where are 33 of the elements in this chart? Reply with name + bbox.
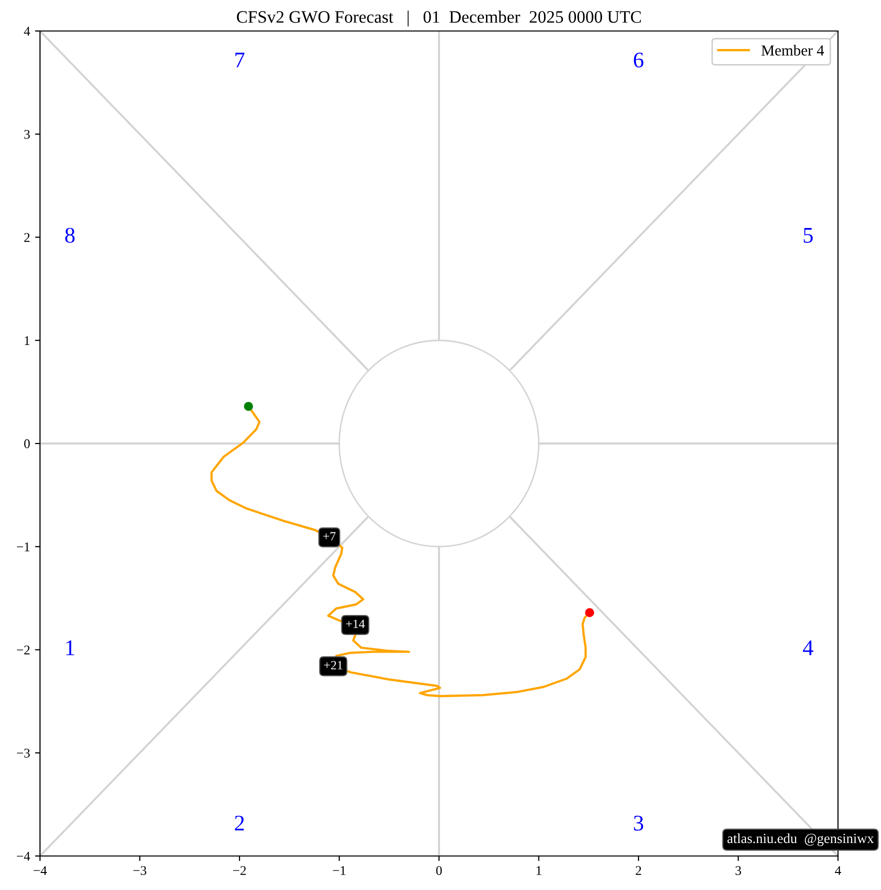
y-tick-label: 1 — [24, 336, 30, 345]
annotation: 4 — [802, 640, 814, 656]
y-tick-label: 3 — [24, 130, 30, 139]
annotation: atlas.niu.edu @gensiniwx — [727, 833, 874, 846]
x-tick-label: 1 — [536, 866, 542, 875]
x-tick-label: −4 — [34, 866, 47, 875]
x-tick-label: −3 — [133, 866, 146, 876]
y-tick-label: 0 — [24, 439, 30, 448]
point — [585, 608, 594, 618]
annotation: 1 — [66, 640, 74, 656]
x-tick-label: 0 — [436, 866, 442, 876]
annotation: +21 — [324, 660, 342, 670]
annotation: 7 — [235, 52, 244, 68]
annotation: 8 — [65, 228, 75, 243]
annotation: +7 — [323, 532, 336, 540]
point — [244, 402, 253, 411]
y-tick-label: 2 — [24, 233, 30, 242]
x-tick-label: −1 — [332, 866, 346, 875]
annotation: 6 — [634, 52, 644, 68]
y-tick-label: −2 — [16, 646, 30, 654]
y-tick-label: 4 — [24, 26, 30, 36]
y-tick-label: −1 — [16, 542, 30, 552]
x-tick-label: −2 — [233, 866, 246, 875]
y-tick-label: −4 — [16, 852, 30, 861]
legend-label: Member 4 — [761, 44, 824, 56]
annotation: 3 — [634, 816, 644, 831]
chart-title: CFSv2 GWO Forecast | 01 December 2025 0000 UTC — [236, 10, 641, 26]
annotation: 2 — [234, 816, 244, 830]
annotation: 5 — [804, 228, 813, 243]
y-tick-label: −3 — [16, 748, 30, 758]
x-tick-label: 3 — [736, 866, 742, 876]
x-tick-label: 4 — [834, 866, 842, 875]
x-tick-label: 2 — [636, 866, 642, 875]
